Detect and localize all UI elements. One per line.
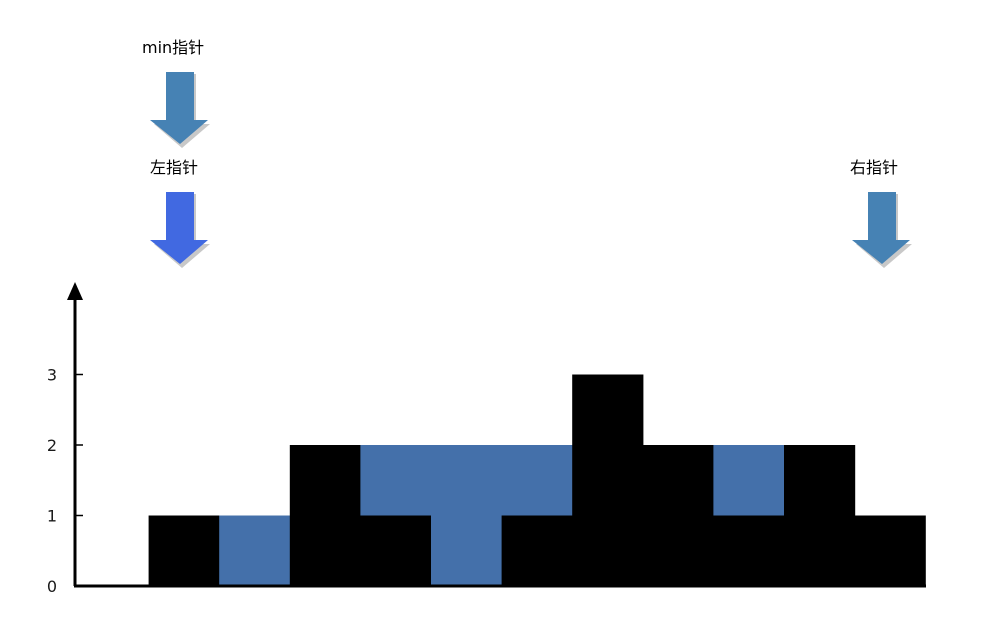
y-axis-arrowhead-icon [67,282,83,300]
y-tick-label-1: 1 [47,507,57,526]
right-pointer-arrow-icon [852,192,912,268]
min-pointer-label: min指针 [142,38,205,57]
bar-3 [289,445,361,586]
y-tick-label-2: 2 [47,436,57,455]
water-4 [360,445,432,516]
bar-4 [360,515,432,586]
y-tick-label-3: 3 [47,366,57,385]
y-ticks: 0 1 2 3 [47,366,83,596]
left-pointer-arrow-icon [150,192,210,268]
bar-7 [572,374,644,586]
bar-1 [148,515,220,586]
chart-marks [148,374,926,586]
left-pointer-label: 左指针 [150,158,199,177]
bar-10 [784,445,856,586]
bar-6 [501,515,573,586]
bar-8 [642,445,714,586]
water-6 [501,445,573,516]
bar-9 [713,515,785,586]
min-pointer-arrow-icon [150,72,210,148]
y-tick-label-0: 0 [47,577,57,596]
water-9 [713,445,785,516]
water-5 [431,445,503,586]
right-pointer-label: 右指针 [850,158,899,177]
water-2 [219,515,291,586]
bar-11 [854,515,926,586]
